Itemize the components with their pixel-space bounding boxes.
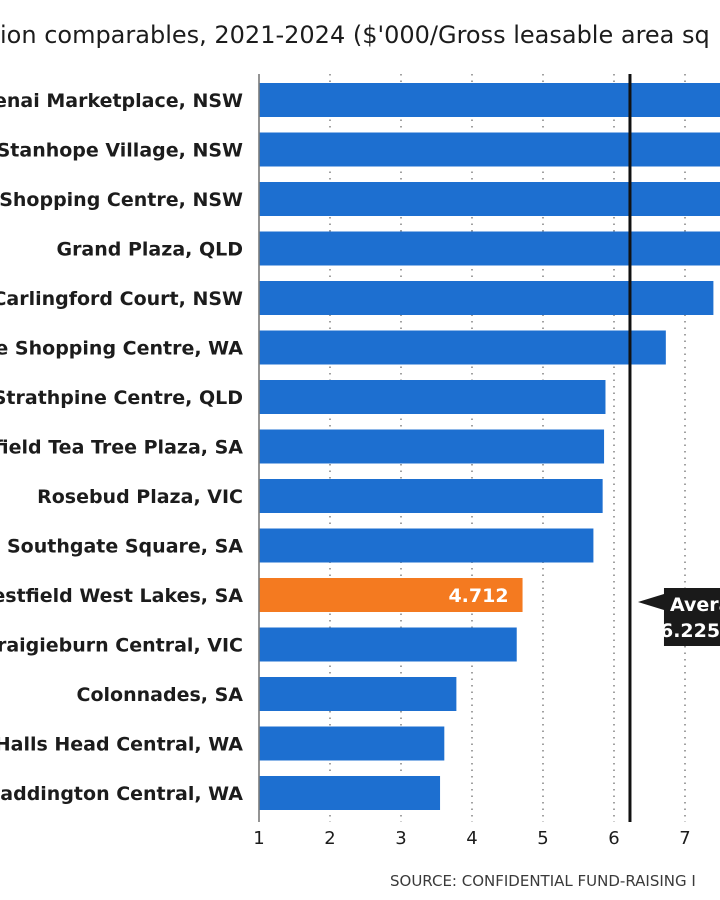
bar — [259, 726, 445, 761]
bar — [259, 182, 720, 216]
category-label: Maddington Central, WA — [0, 783, 243, 805]
category-label: te Shopping Centre, NSW — [0, 189, 243, 211]
bar — [259, 330, 666, 365]
average-reference: Avera 6.225 — [628, 74, 720, 822]
average-value: 6.225 — [660, 620, 720, 642]
bar — [259, 528, 594, 563]
x-tick-label: 5 — [537, 828, 548, 849]
category-label: Strathpine Centre, QLD — [0, 387, 243, 409]
category-label: Carlingford Court, NSW — [0, 288, 243, 310]
x-tick-label: 6 — [608, 828, 619, 849]
data-label: 4.712 — [448, 585, 508, 607]
bar — [259, 132, 720, 167]
category-label: Westfield West Lakes, SA — [0, 585, 243, 607]
x-tick-label: 7 — [679, 828, 690, 849]
bar — [259, 380, 606, 414]
category-label: Menai Marketplace, NSW — [0, 90, 243, 112]
bar — [259, 627, 517, 662]
x-axis-ticks: 1 2 3 4 5 6 7 — [253, 828, 690, 849]
bar — [259, 677, 457, 711]
category-label: stfield Tea Tree Plaza, SA — [0, 437, 243, 459]
bar — [259, 429, 605, 464]
category-label: Rosebud Plaza, VIC — [37, 486, 243, 508]
category-labels: Menai Marketplace, NSW Stanhope Village, … — [0, 90, 243, 805]
category-label: Colonnades, SA — [77, 684, 244, 706]
x-tick-label: 1 — [253, 828, 264, 849]
bar — [259, 776, 441, 810]
chart-title: ion comparables, 2021-2024 ($'000/Gross … — [0, 21, 710, 49]
category-label: Halls Head Central, WA — [0, 734, 243, 756]
source-note: SOURCE: CONFIDENTIAL FUND-RAISING I — [390, 872, 696, 890]
category-label: ate Shopping Centre, WA — [0, 338, 243, 360]
bar — [259, 281, 714, 315]
category-label: Stanhope Village, NSW — [0, 140, 243, 162]
category-label: Southgate Square, SA — [7, 536, 243, 558]
bar — [259, 578, 523, 612]
x-tick-label: 3 — [395, 828, 406, 849]
bars: 4.712 — [259, 83, 720, 810]
average-label: Avera — [670, 594, 720, 616]
x-tick-label: 4 — [466, 828, 477, 849]
bar — [259, 83, 720, 117]
average-callout — [637, 588, 720, 646]
bar — [259, 479, 603, 513]
bar — [259, 231, 720, 266]
x-tick-label: 2 — [324, 828, 335, 849]
category-label: Craigieburn Central, VIC — [0, 635, 243, 657]
category-label: Grand Plaza, QLD — [56, 239, 243, 261]
